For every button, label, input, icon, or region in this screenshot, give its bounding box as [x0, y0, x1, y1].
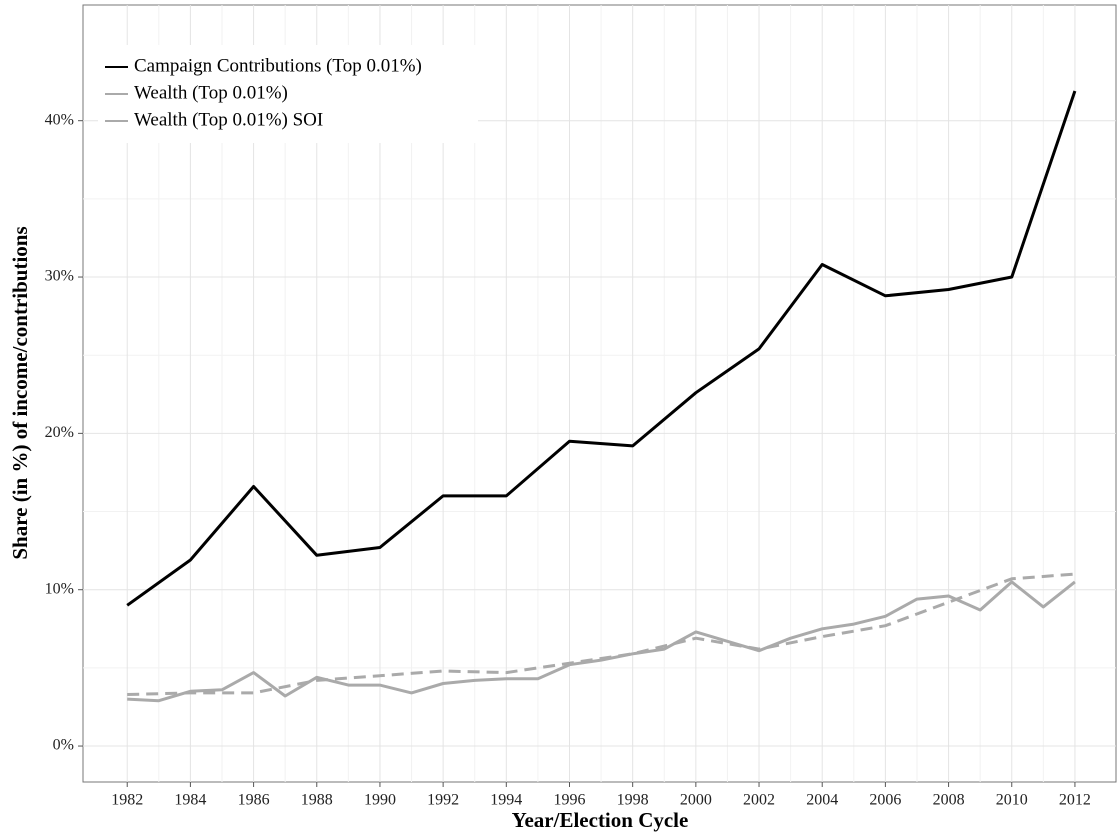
x-tick-label: 1990 — [364, 792, 396, 809]
x-tick-label: 1998 — [617, 792, 649, 809]
y-axis-title: Share (in %) of income/contributions — [8, 226, 32, 559]
x-tick-label: 2002 — [743, 792, 775, 809]
x-tick-label: 2006 — [869, 792, 901, 809]
x-tick-label: 1992 — [427, 792, 459, 809]
line-series — [127, 572, 1076, 696]
line-series — [126, 90, 1077, 607]
y-tick-label: 10% — [45, 580, 74, 597]
legend: Campaign Contributions (Top 0.01%) Wealth… — [98, 45, 478, 143]
legend-box — [98, 45, 478, 143]
line-series — [127, 580, 1076, 703]
x-tick-label: 1996 — [553, 792, 585, 809]
y-tick-label: 20% — [45, 424, 74, 441]
x-tick-label: 1988 — [301, 792, 333, 809]
x-tick-label: 2012 — [1059, 792, 1091, 809]
x-tick-label: 2004 — [806, 792, 838, 809]
x-tick-label: 2010 — [996, 792, 1028, 809]
y-tick-label: 30% — [45, 268, 74, 285]
legend-label: Wealth (Top 0.01%) — [134, 82, 288, 103]
x-axis-title: Year/Election Cycle — [512, 808, 689, 832]
x-tick-label: 1984 — [174, 792, 206, 809]
y-tick-label: 40% — [45, 111, 74, 128]
x-tick-label: 1994 — [490, 792, 522, 809]
legend-label: Campaign Contributions (Top 0.01%) — [134, 55, 422, 76]
x-tick-label: 2000 — [680, 792, 712, 809]
legend-label: Wealth (Top 0.01%) SOI — [134, 109, 323, 130]
y-tick-label: 0% — [53, 737, 74, 754]
x-tick-label: 1982 — [111, 792, 143, 809]
x-tick-label: 2008 — [933, 792, 965, 809]
x-tick-label: 1986 — [238, 792, 270, 809]
